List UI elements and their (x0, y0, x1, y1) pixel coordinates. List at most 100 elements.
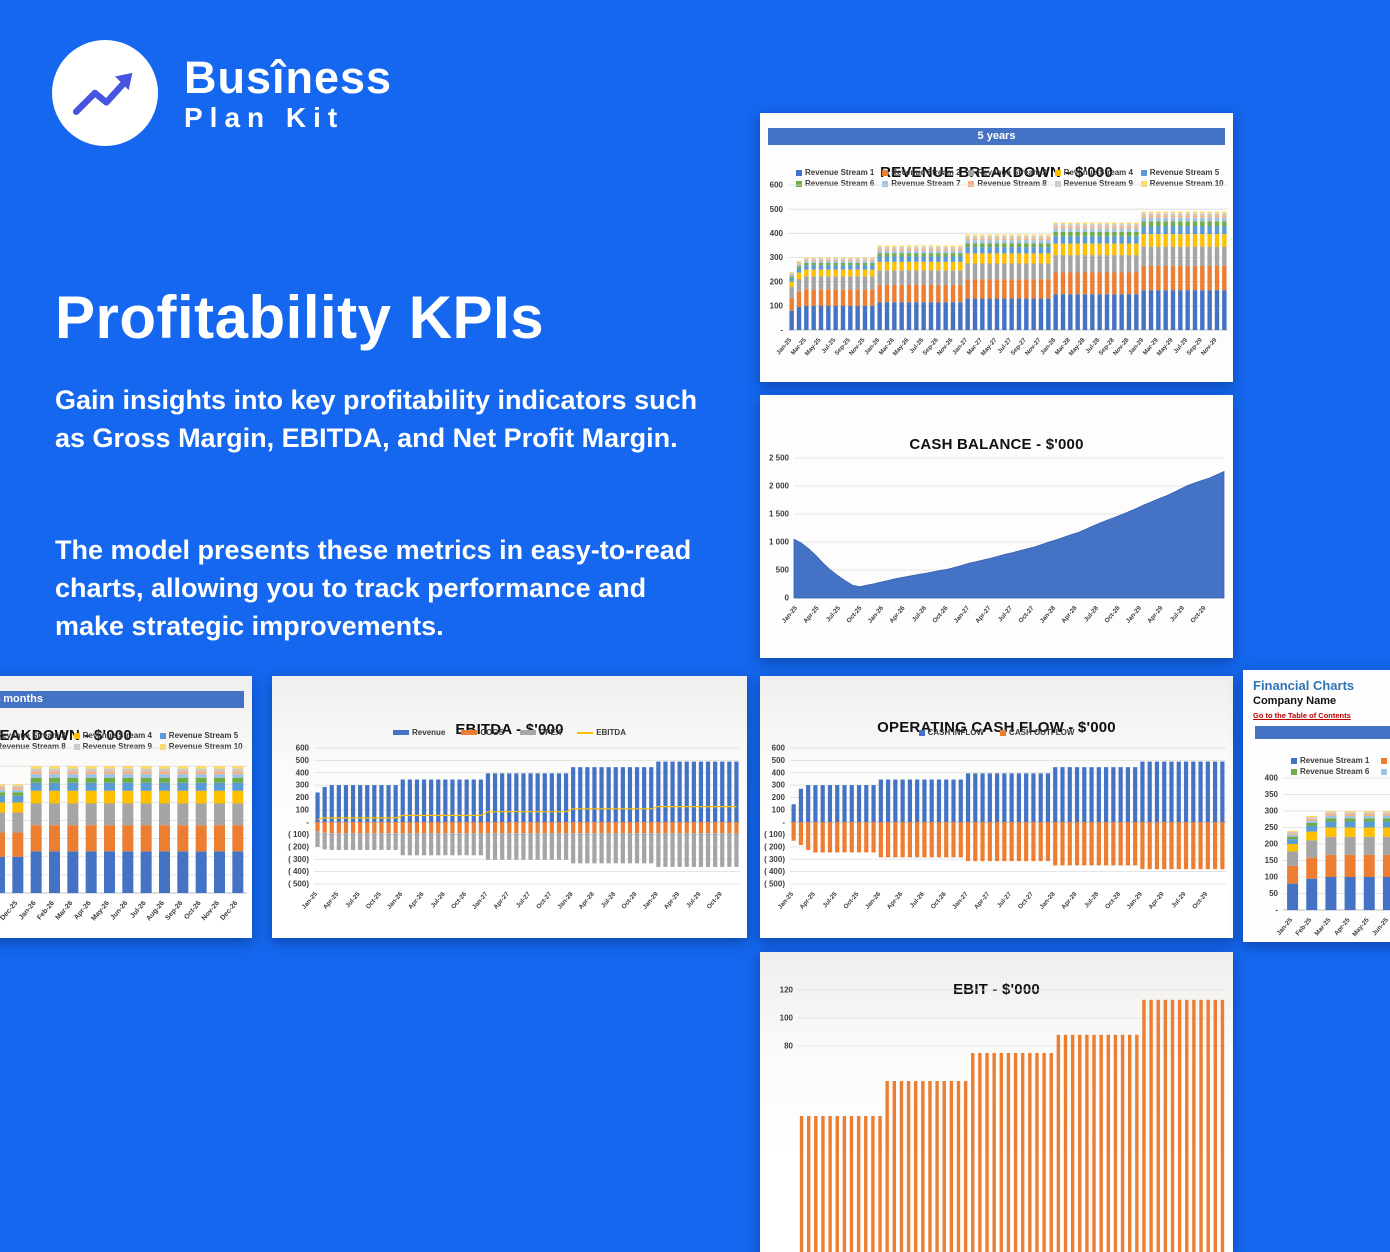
legend-swatch (519, 730, 536, 735)
hero-paragraph-2: The model presents these metrics in easy… (55, 535, 692, 641)
svg-text:300: 300 (770, 253, 784, 262)
table-of-contents-link[interactable]: Go to the Table of Contents (1253, 711, 1351, 720)
svg-text:-: - (782, 818, 785, 827)
svg-text:200: 200 (1265, 840, 1279, 849)
chart-plot: 600 500 400 300 200 100 - ( 100) ( 200) ( 300) ( 4… (288, 744, 740, 911)
svg-text:Apr-28: Apr-28 (578, 890, 597, 910)
legend-swatch (1291, 757, 1297, 764)
chart-title: EBIT - $'000 (953, 981, 1040, 998)
x-axis-labels: Jan-25Feb-25Mar-25Apr-25May-25Jun-25Jul-… (1276, 916, 1390, 938)
svg-text:Jan-25: Jan-25 (1276, 917, 1295, 938)
svg-text:Aug-26: Aug-26 (145, 900, 166, 923)
legend-item: Revenue Stream 2 (1381, 756, 1390, 765)
svg-text:Jul-28: Jul-28 (1083, 604, 1101, 623)
brand-logo: Busîness Plan Kit (52, 40, 392, 146)
area-series (793, 470, 1225, 599)
svg-text:Apr-28: Apr-28 (1060, 604, 1079, 624)
svg-text:Oct-29: Oct-29 (1191, 890, 1209, 910)
svg-text:( 400): ( 400) (288, 867, 309, 876)
svg-text:May-29: May-29 (1156, 336, 1175, 357)
legend-swatch (1381, 768, 1387, 775)
bars-layer (0, 766, 244, 893)
legend-item: Revenue Stream 8 (968, 179, 1054, 188)
bars-layer (799, 999, 1225, 1252)
legend-item: Revenue Stream 7 (882, 179, 968, 188)
svg-text:Nov-28: Nov-28 (1112, 336, 1131, 357)
svg-text:Jan-29: Jan-29 (1126, 890, 1145, 910)
svg-text:Oct-27: Oct-27 (1017, 604, 1035, 624)
svg-text:300: 300 (296, 781, 310, 790)
legend-swatch (1054, 169, 1061, 176)
logo-circle (52, 40, 158, 146)
svg-text:100: 100 (1265, 873, 1279, 882)
legend-swatch (393, 730, 410, 735)
page: { "logo": {"line1": "Busîness", "line2":… (0, 40, 1390, 1252)
svg-text:Oct-26: Oct-26 (930, 890, 948, 910)
svg-text:Mar-25: Mar-25 (1314, 917, 1333, 938)
svg-text:Feb-25: Feb-25 (1294, 916, 1313, 937)
svg-text:250: 250 (1265, 823, 1279, 832)
x-axis-labels: Jan-25 Apr-25 Jul-25 Oct-25 Jan-26 Apr-26 Jul-… (781, 604, 1208, 624)
svg-text:0: 0 (785, 594, 790, 603)
svg-text:( 400): ( 400) (764, 867, 785, 876)
chart-title: EBITDA - $'000 (455, 721, 564, 738)
legend-item: Revenue Stream 5 (159, 731, 246, 740)
svg-text:Oct-28: Oct-28 (620, 890, 638, 910)
svg-text:Dec-26: Dec-26 (219, 900, 239, 922)
bars-layer (1287, 811, 1390, 910)
svg-text:Jan-26: Jan-26 (18, 900, 38, 922)
svg-text:Jun-26: Jun-26 (110, 900, 130, 922)
svg-text:-: - (1275, 906, 1278, 915)
svg-text:Jan-26: Jan-26 (867, 604, 886, 624)
svg-text:Apr-25: Apr-25 (802, 604, 821, 624)
svg-text:May-28: May-28 (1068, 336, 1087, 357)
svg-text:Apr-27: Apr-27 (973, 890, 992, 910)
svg-text:300: 300 (1265, 807, 1279, 816)
legend-item: Revenue Stream 6 (1291, 767, 1381, 776)
svg-text:Oct-29: Oct-29 (706, 890, 724, 910)
legend-item: COGS (461, 728, 504, 737)
legend-swatch (1381, 757, 1387, 764)
svg-text:-: - (306, 818, 309, 827)
legend-swatch (577, 731, 594, 734)
svg-text:400: 400 (770, 229, 784, 238)
legend-item: Revenue Stream 4 (73, 731, 160, 740)
svg-text:Jul-28: Jul-28 (600, 890, 618, 909)
svg-text:400: 400 (296, 768, 310, 777)
legend-item: Revenue Stream 2 (882, 168, 968, 177)
legend-item: Revenue Stream 10 (159, 742, 246, 751)
legend-item: Revenue Stream 9 (73, 742, 160, 751)
svg-text:Apr-25: Apr-25 (1333, 916, 1352, 937)
svg-text:100: 100 (296, 805, 310, 814)
svg-text:Jul-26: Jul-26 (129, 900, 147, 920)
svg-text:500: 500 (770, 205, 784, 214)
svg-text:May-27: May-27 (980, 336, 999, 357)
period-badge: 24 months (0, 691, 244, 708)
gridlines: 600 500 400 300 200 100 - (770, 181, 1228, 335)
legend-item: Revenue Stream 9 (1054, 179, 1141, 188)
svg-text:Apr-26: Apr-26 (407, 890, 426, 910)
legend-swatch (1054, 180, 1061, 187)
svg-text:May-25: May-25 (804, 336, 823, 357)
svg-text:200: 200 (772, 793, 786, 802)
legend-swatch (1291, 768, 1297, 775)
gridlines: 600 500 400 300 200 100 - ( 100) ( 200) ( 300) ( 4… (288, 744, 740, 889)
legend-swatch (159, 743, 166, 750)
x-axis-labels: Jan-25 Apr-25 Jul-25 Oct-25 Jan-26 Apr-26 Jul-… (301, 890, 724, 910)
svg-text:Nov-27: Nov-27 (1024, 336, 1043, 357)
svg-text:2 500: 2 500 (769, 454, 790, 463)
legend-item: EBITDA (577, 728, 626, 737)
bars-layer (315, 761, 739, 867)
card-ebit: EBIT - $'000 120 100 80 (760, 952, 1233, 1252)
brand-line2: Plan Kit (184, 101, 345, 133)
svg-text:Apr-29: Apr-29 (663, 890, 682, 910)
period-badge (1255, 726, 1390, 739)
svg-text:Mar-26: Mar-26 (54, 900, 74, 922)
svg-text:Jan-26: Jan-26 (386, 890, 405, 910)
svg-text:Jun-25: Jun-25 (1371, 916, 1390, 937)
svg-text:Sep-26: Sep-26 (164, 900, 184, 922)
brand-text: Busîness Plan Kit (184, 55, 392, 132)
